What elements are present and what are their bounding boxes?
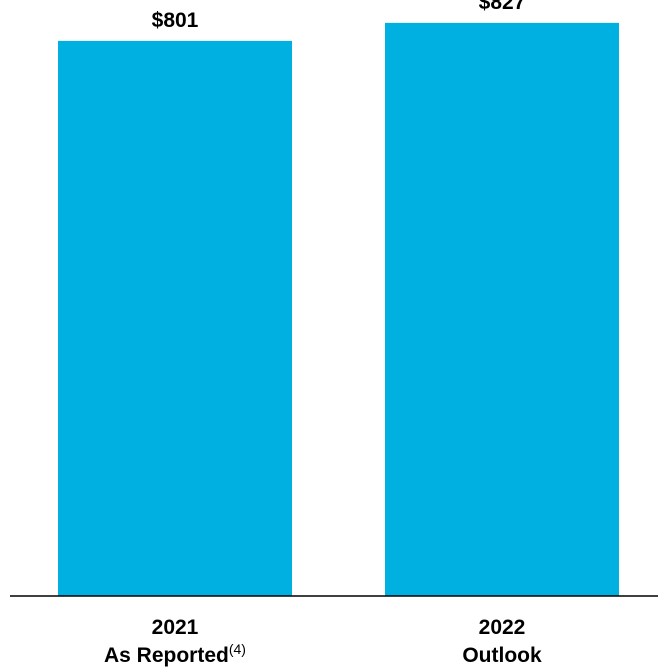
category-label-desc-2022: Outlook xyxy=(462,644,542,667)
bar-2022 xyxy=(385,22,619,597)
category-label-desc-2021: As Reported(4) xyxy=(104,641,246,667)
value-label-2022: $827 xyxy=(479,0,526,14)
footnote-marker: (4) xyxy=(229,641,246,657)
value-label-2021: $801 xyxy=(152,9,199,32)
category-label-year-2021: 2021 xyxy=(152,616,199,639)
category-label-year-2022: 2022 xyxy=(479,616,526,639)
bar-2021 xyxy=(58,40,292,597)
bars-group xyxy=(58,22,619,597)
value-labels-group: $801 $827 xyxy=(152,0,526,32)
